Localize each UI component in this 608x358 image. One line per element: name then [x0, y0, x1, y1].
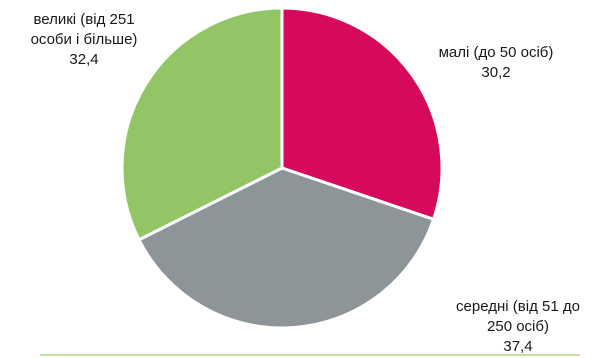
- slice-label-medium-line1: середні (від 51 до: [456, 298, 580, 315]
- slice-label-small: малі (до 50 осіб) 30,2: [405, 43, 587, 83]
- slice-label-medium-line2: 250 осіб): [487, 318, 549, 335]
- slice-label-large-line1: великі (від 251: [33, 11, 135, 28]
- slice-label-medium: середні (від 51 до 250 осіб) 37,4: [418, 297, 608, 357]
- slice-label-small-line1: малі (до 50 осіб): [438, 44, 554, 61]
- baseline-rule: [40, 354, 580, 356]
- slice-value-small: 30,2: [481, 64, 511, 81]
- slice-label-large-line2: особи і більше): [30, 31, 138, 48]
- slice-label-large: великі (від 251 особи і більше) 32,4: [0, 10, 168, 70]
- pie-slice-large: [120, 6, 284, 242]
- pie-slice-medium: [137, 166, 436, 330]
- pie-slice-small: [280, 6, 444, 221]
- slice-value-large: 32,4: [69, 51, 99, 68]
- slice-value-medium: 37,4: [503, 338, 533, 355]
